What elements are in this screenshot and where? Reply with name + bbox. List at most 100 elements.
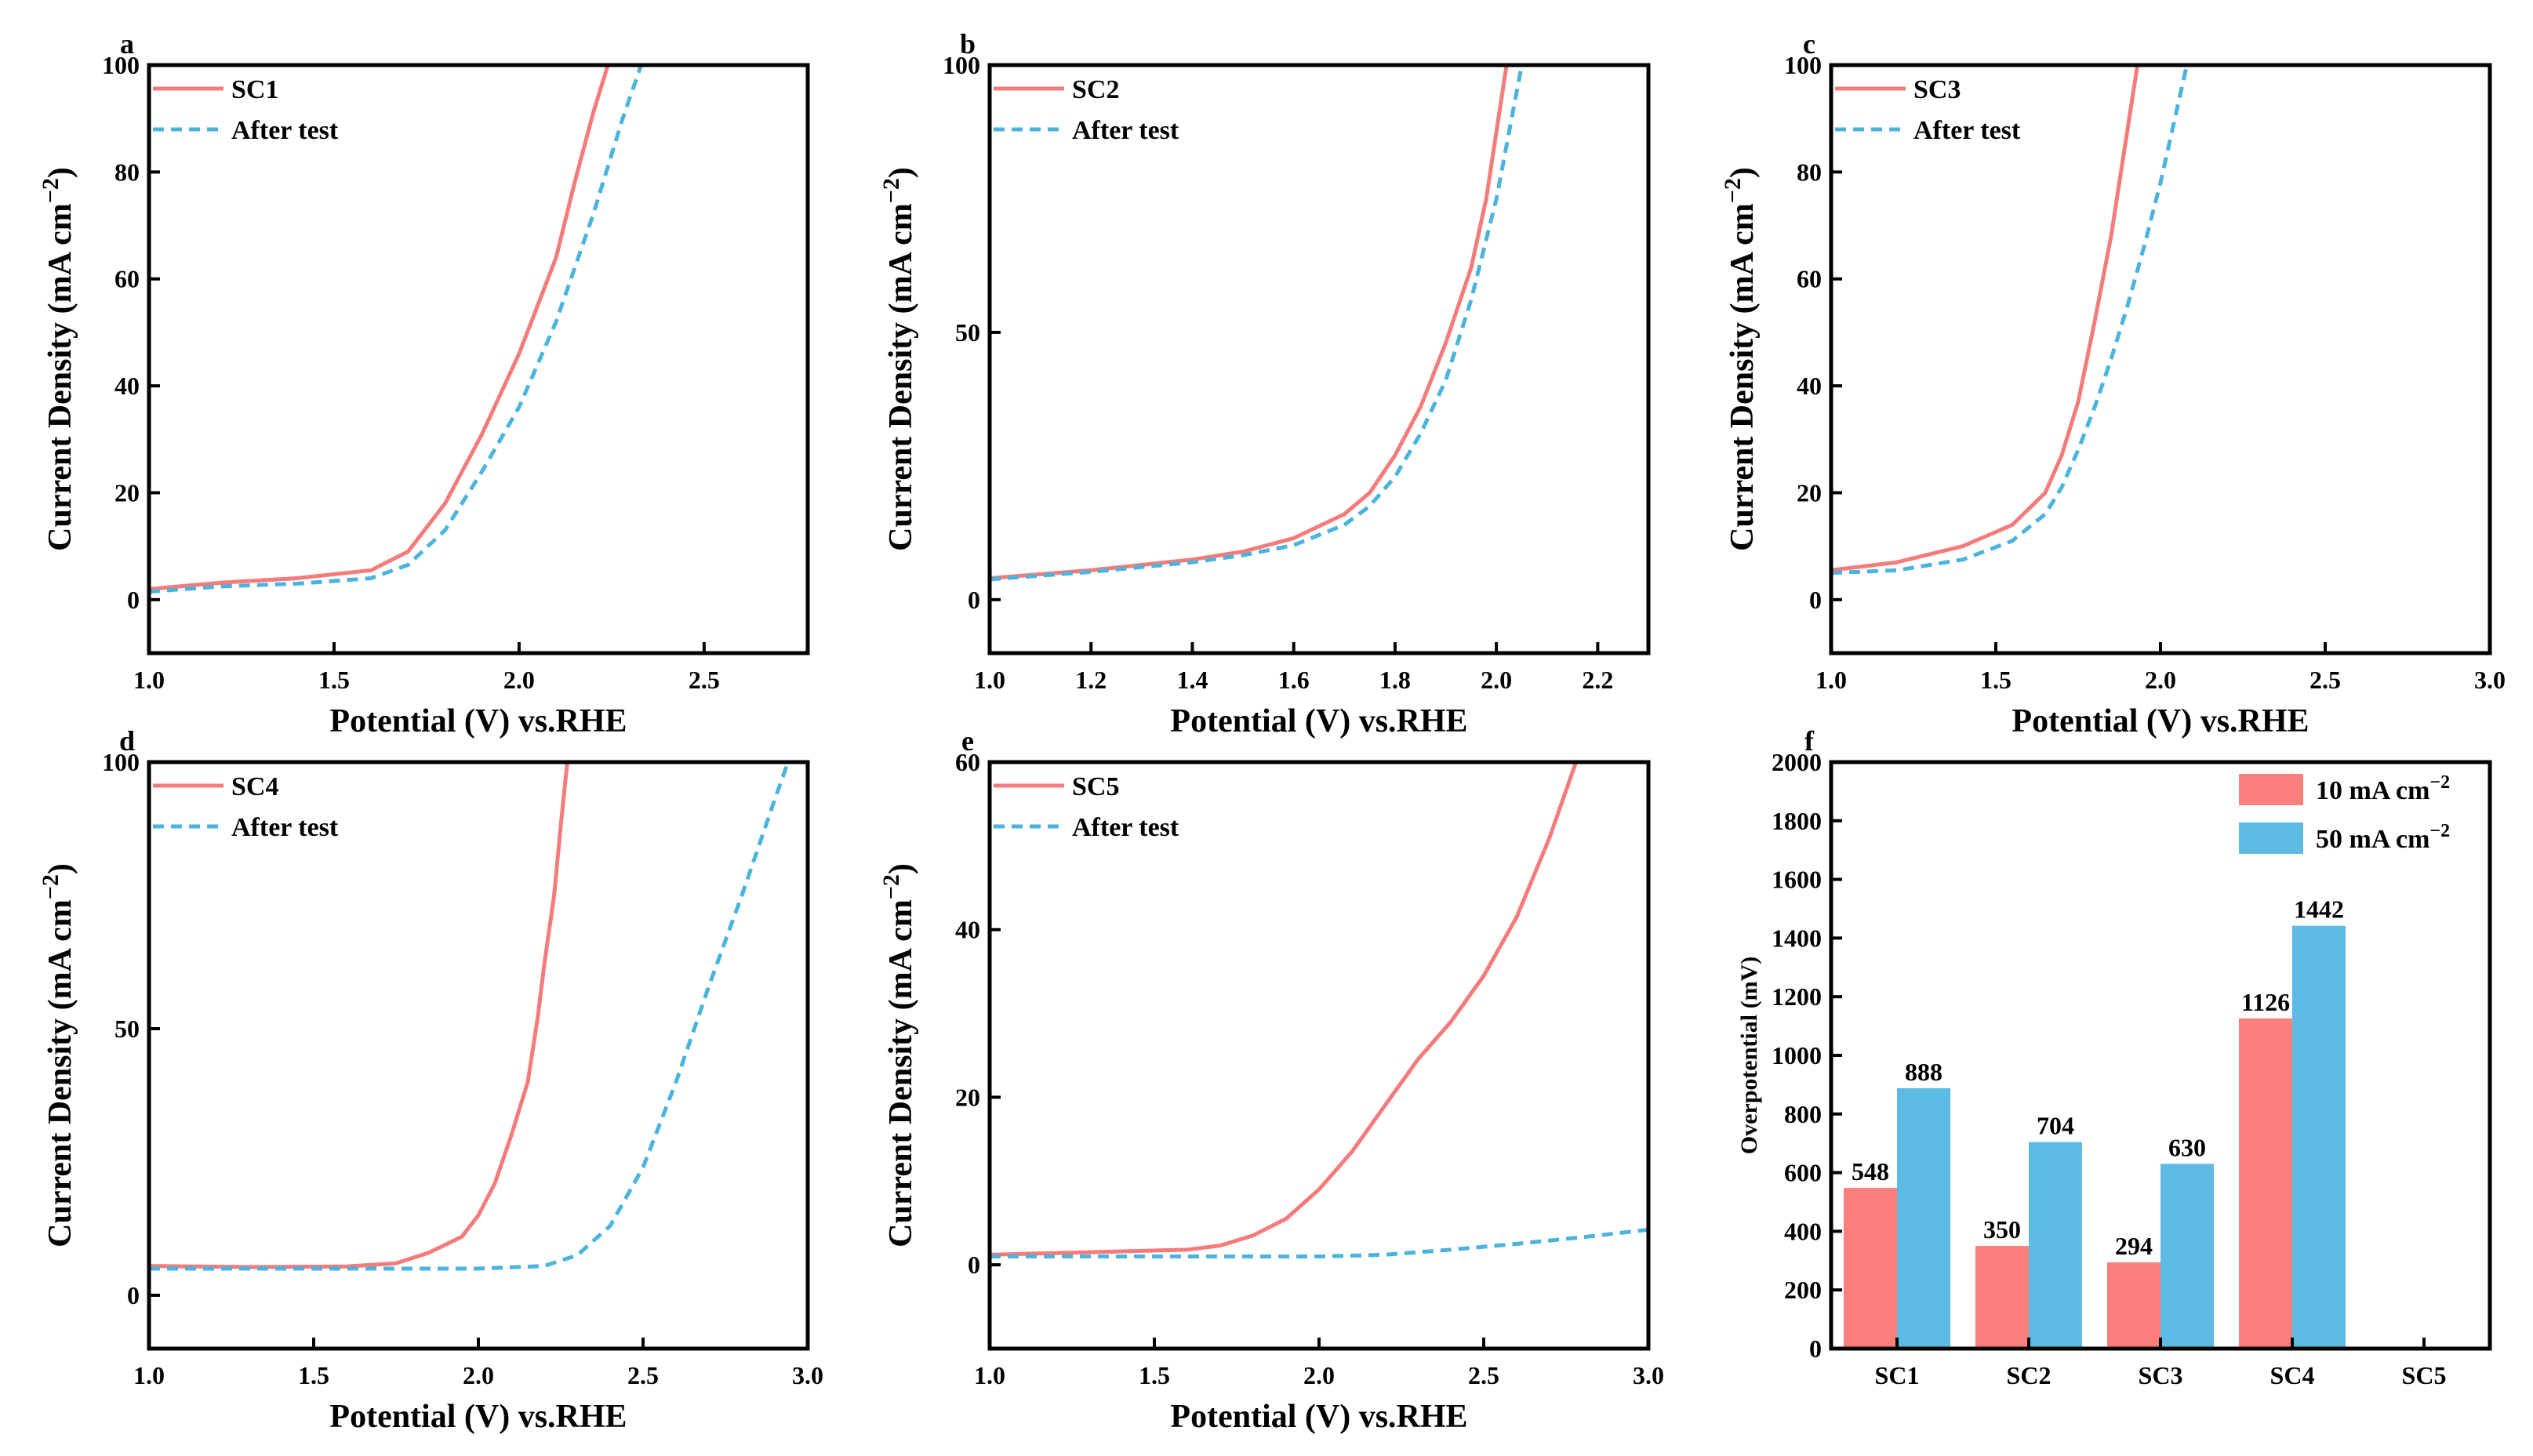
- legend-label: After test: [231, 813, 339, 842]
- x-tick-label: 1.5: [318, 666, 350, 694]
- bar: [2029, 1142, 2082, 1349]
- y-tick-label: 20: [1797, 478, 1822, 507]
- x-axis-label: Potential (V) vs.RHE: [1170, 1399, 1467, 1435]
- x-tick-label: 2.2: [1582, 666, 1613, 694]
- bar: [1975, 1246, 2029, 1349]
- x-tick-label: 3.0: [792, 1361, 823, 1389]
- x-axis-label: Potential (V) vs.RHE: [329, 703, 627, 739]
- y-tick-label: 100: [102, 51, 140, 79]
- panel-letter: a: [120, 28, 134, 60]
- x-axis-label: Potential (V) vs.RHE: [329, 1399, 627, 1435]
- x-tick-label: 1.0: [1815, 666, 1847, 694]
- bar: [1897, 1087, 1950, 1349]
- series-line-sample: [990, 762, 1578, 1257]
- y-axis-label: Current Density (mA cm−2): [878, 863, 919, 1247]
- x-axis-label: Potential (V) vs.RHE: [1170, 703, 1467, 739]
- x-tick-label: SC3: [2139, 1361, 2183, 1389]
- y-tick-label: 40: [1797, 372, 1822, 400]
- y-axis-label: Overpotential (mV): [1736, 957, 1762, 1154]
- y-tick-label: 0: [1809, 1334, 1822, 1363]
- y-tick-label: 200: [1784, 1276, 1822, 1304]
- y-tick-label: 40: [955, 916, 980, 944]
- bar-value-label: 1126: [2241, 988, 2290, 1016]
- plot-frame: [987, 63, 1651, 655]
- series-line-after-test: [149, 65, 643, 594]
- plot-frame: [147, 63, 810, 655]
- x-tick-label: 1.0: [974, 666, 1005, 694]
- panel-f: 548 888 SC1 350 704 SC2 294 630 SC3 1126 1442 SC4 SC…: [1736, 725, 2492, 1389]
- y-tick-label: 40: [114, 372, 140, 400]
- legend-label: After test: [231, 116, 339, 145]
- y-tick-label: 0: [968, 586, 980, 614]
- x-tick-label: 1.0: [974, 1361, 1005, 1389]
- series-line-after-test: [990, 65, 1524, 582]
- bar-value-label: 888: [1905, 1058, 1942, 1086]
- x-tick-label: 1.6: [1278, 666, 1310, 694]
- legend-swatch: [2239, 822, 2303, 854]
- x-tick-label: 2.5: [689, 666, 720, 694]
- y-tick-label: 80: [1797, 158, 1822, 186]
- panel-letter: c: [1803, 28, 1815, 60]
- x-tick-label: 2.0: [463, 1361, 494, 1389]
- legend-label: After test: [1072, 116, 1179, 145]
- x-tick-label: SC2: [2007, 1361, 2051, 1389]
- x-tick-label: SC5: [2402, 1361, 2447, 1389]
- y-tick-label: 400: [1784, 1217, 1822, 1245]
- panel-b: 1.0 1.2 1.4 1.6 1.8 2.0 2.2 0 50 100 Potential (V)…: [878, 28, 1651, 739]
- bar: [1844, 1188, 1897, 1349]
- series-line-sample: [990, 65, 1509, 580]
- bar: [2160, 1164, 2214, 1349]
- y-tick-label: 50: [114, 1015, 140, 1043]
- series-line-after-test: [1831, 65, 2190, 576]
- y-tick-label: 1800: [1772, 807, 1822, 835]
- bar-value-label: 548: [1852, 1157, 1889, 1185]
- series-line-sample: [149, 65, 610, 591]
- x-tick-label: 2.5: [2310, 666, 2341, 694]
- y-tick-label: 1600: [1772, 866, 1822, 894]
- legend-label: After test: [1072, 813, 1179, 842]
- plot-frame: [987, 760, 1651, 1351]
- bar-value-label: 630: [2168, 1133, 2206, 1161]
- legend-label: SC3: [1913, 75, 1961, 104]
- legend-label: SC2: [1072, 75, 1119, 104]
- y-tick-label: 100: [1784, 51, 1822, 79]
- legend-label: SC1: [231, 75, 278, 104]
- bar: [2292, 925, 2346, 1349]
- y-tick-label: 100: [102, 748, 140, 776]
- legend-label: 50 mA cm−2: [2316, 821, 2450, 854]
- legend-label: 10 mA cm−2: [2316, 772, 2450, 805]
- y-tick-label: 20: [955, 1083, 980, 1111]
- bar: [2107, 1262, 2160, 1349]
- x-tick-label: 3.0: [2474, 666, 2506, 694]
- series-line-after-test: [990, 1227, 1648, 1258]
- panel-letter: f: [1804, 725, 1815, 757]
- series-line-sample: [149, 762, 569, 1269]
- legend-label: SC5: [1072, 772, 1119, 801]
- x-tick-label: 1.0: [133, 1361, 165, 1389]
- series-line-after-test: [149, 762, 790, 1271]
- y-tick-label: 1400: [1772, 924, 1822, 952]
- y-tick-label: 1200: [1772, 982, 1822, 1011]
- y-axis-label: Current Density (mA cm−2): [1720, 167, 1761, 551]
- panel-letter: b: [960, 28, 976, 60]
- x-tick-label: SC4: [2270, 1361, 2315, 1389]
- x-tick-label: 3.0: [1633, 1361, 1664, 1389]
- y-tick-label: 800: [1784, 1100, 1822, 1128]
- x-tick-label: 2.0: [2145, 666, 2176, 694]
- panel-a: 1.0 1.5 2.0 2.5 0 20 40 60 80 100 Potential (V) vs…: [38, 28, 810, 739]
- y-tick-label: 20: [114, 478, 140, 507]
- x-tick-label: 1.0: [133, 666, 165, 694]
- x-tick-label: SC1: [1875, 1361, 1920, 1389]
- legend-label: After test: [1913, 116, 2021, 145]
- y-tick-label: 600: [1784, 1159, 1822, 1187]
- panel-letter: d: [119, 725, 135, 757]
- panel-d: 1.0 1.5 2.0 2.5 3.0 0 50 100 Potential (V) vs.RH…: [38, 725, 823, 1435]
- panel-e: 1.0 1.5 2.0 2.5 3.0 0 20 40 60 Potential (V) vs.R…: [878, 725, 1664, 1435]
- y-tick-label: 0: [1809, 586, 1822, 614]
- y-tick-label: 60: [114, 265, 140, 293]
- x-tick-label: 2.5: [627, 1361, 659, 1389]
- y-axis-label: Current Density (mA cm−2): [878, 167, 919, 551]
- x-tick-label: 1.5: [1139, 1361, 1170, 1389]
- y-tick-label: 80: [114, 158, 140, 186]
